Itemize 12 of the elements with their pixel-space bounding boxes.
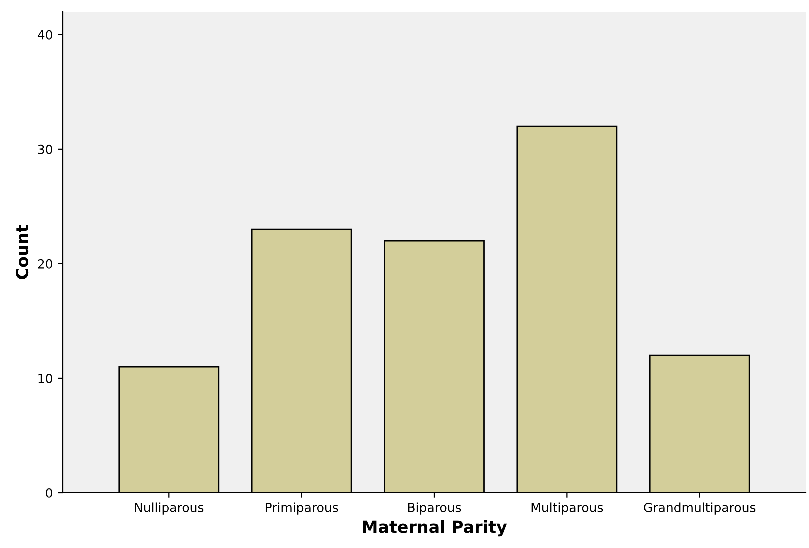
x-tick-label: Grandmultiparous	[644, 502, 756, 515]
y-tick-label: 10	[38, 374, 52, 384]
y-axis-title: Count	[16, 225, 29, 280]
y-tick-label: 30	[38, 144, 52, 154]
x-tick-label: Biparous	[408, 502, 462, 515]
x-tick-label: Multiparous	[532, 502, 604, 515]
x-tick-label: Nulliparous	[135, 502, 204, 515]
y-tick-label: 0	[46, 488, 52, 498]
x-axis-title: Maternal Parity	[363, 520, 508, 537]
y-tick-label: 40	[38, 30, 52, 40]
y-tick-label: 20	[38, 259, 52, 269]
x-tick-label: Primiparous	[266, 502, 338, 515]
